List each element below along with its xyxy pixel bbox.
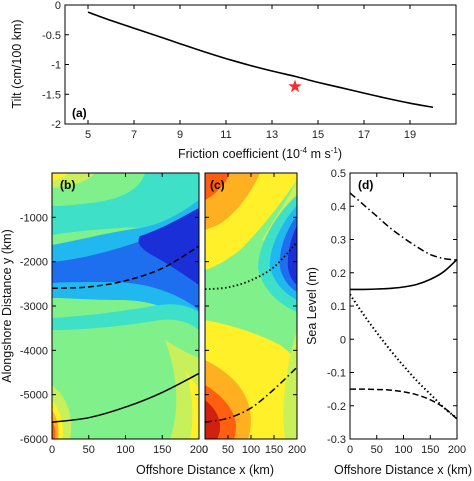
panel-a-tilt-line bbox=[87, 11, 434, 109]
panel-a-xtick-label: 15 bbox=[312, 129, 324, 141]
panel-d-label: (d) bbox=[358, 178, 373, 192]
panel-a-xtick-label: 5 bbox=[85, 129, 91, 141]
panel-a-ylabel: Tilt (cm/100 km) bbox=[10, 19, 24, 108]
panel-bc-xlabel: Offshore Distance x (km) bbox=[136, 463, 274, 477]
panel-c-xtick-label: 0 bbox=[202, 444, 208, 456]
panel-c-xtick-label: 150 bbox=[265, 444, 283, 456]
panel-b-ytick-label: -1000 bbox=[20, 212, 48, 224]
panel-d-xtick-label: 150 bbox=[421, 444, 439, 456]
panel-d-ytick-label: 0 bbox=[340, 334, 346, 346]
panel-d-xtick-label: 100 bbox=[394, 444, 412, 456]
panel-d-xtick-label: 0 bbox=[347, 444, 353, 456]
panel-b-xtick-label: 50 bbox=[83, 444, 95, 456]
panel-c-xtick-label: 200 bbox=[288, 444, 306, 456]
panel-c-xtick-label: 100 bbox=[242, 444, 260, 456]
panel-b-field bbox=[52, 173, 199, 439]
panel-b-contour-8 bbox=[52, 319, 199, 439]
panel-a-frame bbox=[64, 4, 457, 125]
panel-c-dotted-line bbox=[205, 241, 297, 291]
panel-c-dashdot-line bbox=[205, 366, 297, 423]
panel-b-xtick-label: 100 bbox=[116, 444, 134, 456]
panel-a-ytick-label: 0 bbox=[55, 0, 61, 12]
panel-d-xtick-label: 200 bbox=[448, 444, 466, 456]
panel-c-contour-10 bbox=[283, 330, 297, 439]
panel-d-ticks: 0 50 100 150 200 0.5 0.4 0.3 0.2 0.1 0 -0.1 -0.2 -0.3 bbox=[327, 168, 466, 456]
panel-d-solid-line bbox=[350, 258, 457, 291]
panel-b-contour-15 bbox=[52, 420, 56, 439]
panel-d-ytick-label: 0.2 bbox=[331, 268, 346, 280]
panel-a-xtick-label: 17 bbox=[358, 129, 370, 141]
panel-d-ytick-label: 0.5 bbox=[331, 168, 346, 180]
panel-b-ytick-label: -2000 bbox=[20, 257, 48, 269]
panel-d-dashed-line bbox=[350, 388, 457, 420]
panel-c-contour-3 bbox=[205, 173, 230, 200]
panel-d-frame bbox=[349, 172, 458, 440]
panel-a-xtick-label: 19 bbox=[404, 129, 416, 141]
panel-a-ytick-label: -2 bbox=[51, 119, 61, 131]
panel-c: 0 50 100 150 200 (c) bbox=[202, 172, 306, 456]
panel-c-ticks: 0 50 100 150 200 bbox=[202, 173, 306, 456]
panel-c-contour-8 bbox=[287, 225, 297, 285]
panel-d-dotted-line bbox=[350, 293, 457, 420]
panel-d-xtick-label: 50 bbox=[371, 444, 383, 456]
panel-c-field bbox=[205, 173, 297, 439]
panel-a-label: (a) bbox=[72, 106, 87, 120]
panel-d: 0 50 100 150 200 0.5 0.4 0.3 0.2 0.1 0 -0.1 -0.2 -0.3… bbox=[305, 168, 472, 477]
panel-a-ticks: 5 7 9 11 13 15 17 19 0 -0.5 -1 -1.5 -2 bbox=[42, 0, 456, 141]
panel-d-ylabel: Sea Level (m) bbox=[305, 267, 319, 345]
panel-b-contour-10 bbox=[165, 340, 199, 439]
panel-b-contour-4 bbox=[52, 173, 68, 181]
panel-a: 5 7 9 11 13 15 17 19 0 -0.5 -1 -1.5 -2 (a) Friction … bbox=[10, 0, 457, 161]
panel-b-contour-9 bbox=[52, 304, 199, 330]
panel-b-contour-11 bbox=[185, 370, 199, 439]
panel-b-solid-line bbox=[52, 372, 199, 423]
panel-c-label: (c) bbox=[210, 178, 225, 192]
panel-b-label: (b) bbox=[60, 178, 75, 192]
panel-b-xtick-label: 0 bbox=[49, 444, 55, 456]
panel-d-ytick-label: 0.4 bbox=[331, 201, 346, 213]
panel-d-xlabel: Offshore Distance x (km) bbox=[334, 463, 472, 477]
panel-d-ytick-label: 0.1 bbox=[331, 301, 346, 313]
panel-b-ytick-label: -4000 bbox=[20, 345, 48, 357]
panel-b-contour-7 bbox=[138, 208, 199, 285]
panel-c-xtick-label: 50 bbox=[222, 444, 234, 456]
panel-c-contour-13 bbox=[205, 400, 221, 439]
panel-b-ytick-label: -6000 bbox=[20, 434, 48, 446]
panel-a-xtick-label: 7 bbox=[131, 129, 137, 141]
panel-b-ylabel: Alongshore Distance y (km) bbox=[0, 229, 14, 383]
panel-d-ytick-label: -0.1 bbox=[327, 368, 346, 380]
panel-d-ytick-label: -0.3 bbox=[327, 434, 346, 446]
panel-b-ytick-label: -3000 bbox=[20, 301, 48, 313]
panel-a-xtick-label: 13 bbox=[266, 129, 278, 141]
panel-a-ytick-label: -1.5 bbox=[42, 89, 61, 101]
panel-b-dashed-line bbox=[52, 245, 199, 290]
panel-a-star-marker bbox=[288, 79, 302, 93]
panel-b-ticks: 0 50 100 150 200 -1000 -2000 -3000 -4000 -5000 -60… bbox=[20, 173, 208, 456]
panel-a-ytick-label: -0.5 bbox=[42, 30, 61, 42]
panel-a-xlabel: Friction coefficient (10-4 m s-1) bbox=[178, 146, 342, 161]
panel-b-xtick-label: 200 bbox=[190, 444, 208, 456]
panel-b-xtick-label: 150 bbox=[153, 444, 171, 456]
panel-b-ytick-label: -5000 bbox=[20, 390, 48, 402]
panel-a-xtick-label: 9 bbox=[177, 129, 183, 141]
panel-a-xtick-label: 11 bbox=[220, 129, 231, 141]
panel-a-ytick-label: -1 bbox=[51, 60, 61, 72]
panel-d-ytick-label: -0.2 bbox=[327, 401, 346, 413]
panel-d-ytick-label: 0.3 bbox=[331, 235, 346, 247]
panel-b: 0 50 100 150 200 -1000 -2000 -3000 -4000 -5000 -60… bbox=[0, 172, 208, 456]
